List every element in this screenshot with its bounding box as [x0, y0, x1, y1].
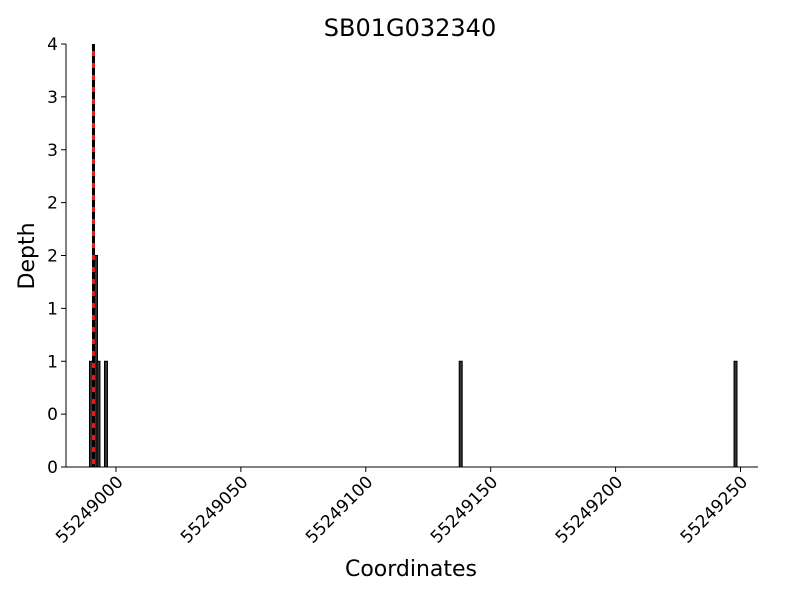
x-tick-label: 55249000 [52, 472, 127, 547]
x-tick-label: 55249250 [677, 472, 752, 547]
chart-title: SB01G032340 [324, 14, 496, 42]
y-tick-label: 0 [47, 405, 58, 425]
y-tick-label: 1 [47, 352, 58, 372]
y-tick-label: 2 [47, 194, 58, 214]
x-tick-label: 55249150 [427, 472, 502, 547]
x-tick-label: 55249050 [177, 472, 252, 547]
bar [458, 360, 463, 468]
y-tick-label: 3 [47, 88, 58, 108]
x-tick-label: 55249200 [552, 472, 627, 547]
y-tick-label: 1 [47, 299, 58, 319]
y-axis-label: Depth [15, 222, 40, 289]
bar [103, 360, 108, 468]
y-tick-label: 4 [47, 35, 58, 55]
y-tick-label: 3 [47, 141, 58, 161]
y-tick-label: 0 [47, 458, 58, 478]
x-axis-label: Coordinates [345, 557, 477, 582]
bar [96, 360, 101, 468]
bar [733, 360, 738, 468]
y-tick-label: 2 [47, 247, 58, 267]
x-tick-label: 55249100 [302, 472, 377, 547]
